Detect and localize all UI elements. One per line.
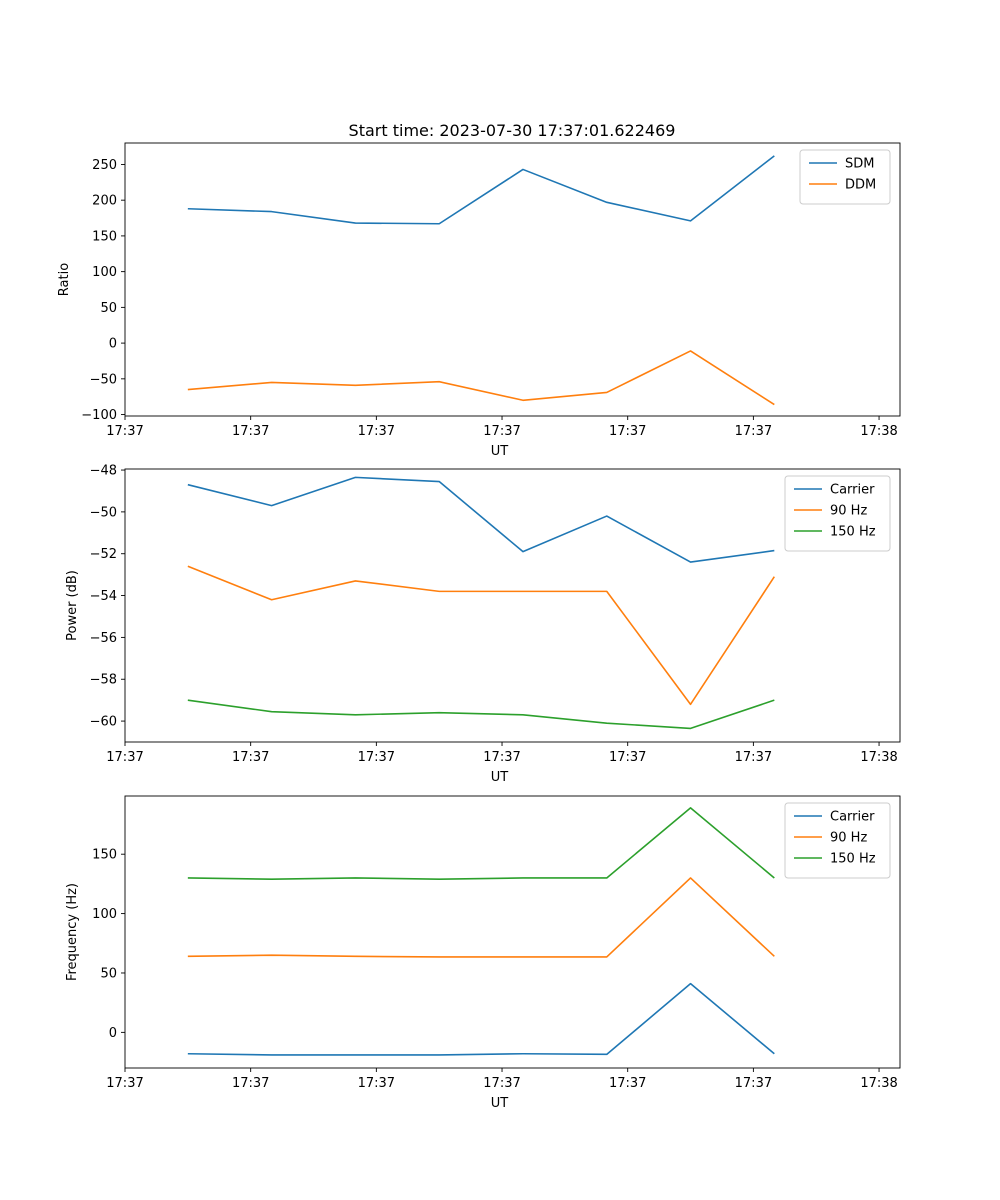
power-y-tick-label: −52 — [90, 547, 117, 562]
ratio-legend: SDM DDM — [799, 149, 891, 205]
power-y-tick-label: −60 — [90, 715, 117, 730]
power-legend-label: 150 Hz — [830, 525, 876, 540]
ratio-y-tick-label: 150 — [92, 229, 117, 244]
frequency-legend-label: 150 Hz — [830, 852, 876, 867]
power-series-carrier — [187, 476, 775, 563]
frequency-y-tick-label: 50 — [100, 966, 117, 981]
ratio-x-tick-label: 17:37 — [232, 424, 269, 439]
panel-power: 17:37 17:37 17:37 17:37 17:37 17:37 17:38 −60 −5… — [65, 464, 901, 785]
ratio-y-axis-label: Ratio — [57, 263, 72, 296]
ratio-y-tick-label: −50 — [90, 372, 117, 387]
frequency-x-axis-label: UT — [491, 1096, 509, 1111]
frequency-x-tick-label: 17:37 — [483, 1076, 520, 1091]
frequency-x-tick-label: 17:37 — [106, 1076, 143, 1091]
ratio-x-axis-label: UT — [491, 444, 509, 459]
frequency-y-tick-label: 100 — [92, 907, 117, 922]
power-y-tick-label: −56 — [90, 631, 117, 646]
frequency-axes-frame — [124, 795, 901, 1069]
power-x-tick-label: 17:37 — [483, 750, 520, 765]
power-y-axis-label: Power (dB) — [65, 570, 80, 641]
ratio-x-tick-label: 17:37 — [483, 424, 520, 439]
frequency-x-tick-label: 17:37 — [358, 1076, 395, 1091]
power-y-tick-label: −50 — [90, 505, 117, 520]
frequency-y-axis-label: Frequency (Hz) — [65, 883, 80, 981]
panel-ratio: 17:37 17:37 17:37 17:37 17:37 17:37 17:38 −100 −… — [57, 142, 901, 459]
ratio-x-tick-label: 17:37 — [735, 424, 772, 439]
frequency-y-tick-label: 0 — [109, 1026, 117, 1041]
power-legend-label: Carrier — [830, 483, 875, 498]
frequency-legend-label: 90 Hz — [830, 831, 867, 846]
power-x-tick-label: 17:37 — [232, 750, 269, 765]
frequency-x-tick-label: 17:37 — [232, 1076, 269, 1091]
ratio-y-tick-label: 50 — [100, 301, 117, 316]
frequency-series-150-hz — [187, 807, 775, 880]
frequency-legend-label: Carrier — [830, 810, 875, 825]
ratio-x-tick-label: 17:38 — [860, 424, 897, 439]
ratio-legend-label: DDM — [845, 178, 876, 193]
frequency-x-tick-label: 17:38 — [860, 1076, 897, 1091]
frequency-series-carrier — [187, 982, 775, 1056]
power-axes-frame — [124, 468, 901, 743]
frequency-y-tick-label: 150 — [92, 848, 117, 863]
ratio-series-ddm — [187, 350, 775, 406]
frequency-x-tick-label: 17:37 — [609, 1076, 646, 1091]
ratio-x-tick-label: 17:37 — [358, 424, 395, 439]
ratio-legend-label: SDM — [845, 157, 874, 172]
power-x-tick-label: 17:37 — [358, 750, 395, 765]
power-x-tick-label: 17:37 — [609, 750, 646, 765]
power-legend: Carrier 90 Hz 150 Hz — [784, 475, 891, 552]
ratio-x-tick-label: 17:37 — [609, 424, 646, 439]
frequency-legend-box — [784, 802, 891, 879]
ratio-y-tick-label: 100 — [92, 265, 117, 280]
frequency-legend: Carrier 90 Hz 150 Hz — [784, 802, 891, 879]
ratio-y-tick-label: 200 — [92, 194, 117, 209]
ratio-x-tick-label: 17:37 — [106, 424, 143, 439]
power-x-tick-label: 17:37 — [735, 750, 772, 765]
frequency-x-tick-label: 17:37 — [735, 1076, 772, 1091]
ratio-series-sdm — [187, 155, 775, 225]
power-legend-box — [784, 475, 891, 552]
frequency-series-90-hz — [187, 877, 775, 958]
power-y-tick-label: −48 — [90, 464, 117, 479]
power-y-tick-label: −58 — [90, 673, 117, 688]
ratio-y-tick-label: 0 — [109, 337, 117, 352]
power-x-tick-label: 17:37 — [106, 750, 143, 765]
power-series-150-hz — [187, 699, 775, 730]
ratio-y-tick-label: −100 — [81, 408, 117, 423]
ratio-axes-frame — [124, 142, 901, 417]
power-series-90-hz — [187, 565, 775, 706]
power-y-tick-label: −54 — [90, 589, 117, 604]
figure-title: Start time: 2023-07-30 17:37:01.622469 — [349, 121, 676, 140]
power-x-tick-label: 17:38 — [860, 750, 897, 765]
panel-frequency: 17:37 17:37 17:37 17:37 17:37 17:37 17:38 0 50 10… — [65, 795, 901, 1111]
power-x-axis-label: UT — [491, 770, 509, 785]
power-legend-label: 90 Hz — [830, 504, 867, 519]
ratio-y-tick-label: 250 — [92, 158, 117, 173]
